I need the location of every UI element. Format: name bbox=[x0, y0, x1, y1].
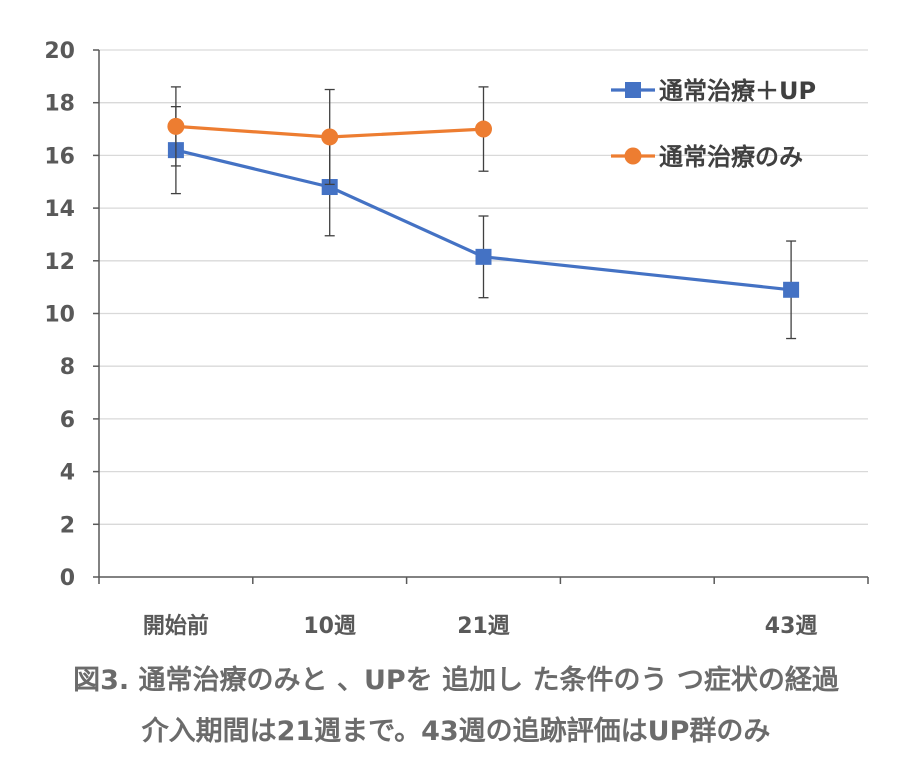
legend-label: 通常治療のみ bbox=[659, 143, 803, 171]
legend-marker-square bbox=[625, 82, 641, 98]
legend-entry-1: 通常治療＋UP bbox=[611, 77, 816, 105]
y-tick-label: 14 bbox=[44, 197, 75, 222]
y-tick-label: 16 bbox=[44, 144, 75, 169]
plot-series bbox=[167, 86, 800, 340]
data-point-square bbox=[321, 179, 338, 196]
y-tick-label: 4 bbox=[60, 461, 75, 486]
y-tick-label: 2 bbox=[60, 513, 75, 538]
data-point-circle bbox=[167, 117, 185, 135]
data-point-square bbox=[475, 248, 492, 265]
x-axis-tick-labels: 開始前 10週 21週 43週 bbox=[143, 613, 818, 639]
y-tick-label: 18 bbox=[44, 92, 75, 117]
figure-caption-line-1: 図3. 通常治療のみと 、UPを 追加し た条件のう つ症状の経過 bbox=[73, 665, 839, 696]
legend-marker-circle bbox=[624, 147, 642, 165]
y-tick-label: 20 bbox=[44, 39, 75, 64]
y-axis-tick-labels: 0 2 4 6 8 10 12 14 16 18 20 bbox=[44, 39, 75, 591]
x-tick-label: 43週 bbox=[765, 614, 818, 639]
y-tick-label: 10 bbox=[44, 303, 75, 328]
legend: 通常治療＋UP 通常治療のみ bbox=[611, 77, 816, 171]
x-tick-label: 開始前 bbox=[143, 613, 209, 639]
axes bbox=[93, 49, 869, 584]
y-tick-label: 0 bbox=[60, 566, 75, 591]
y-tick-label: 6 bbox=[60, 408, 75, 433]
data-point-circle bbox=[475, 120, 492, 138]
figure-caption-line-2: 介入期間は21週まで。43週の追跡評価はUP群のみ bbox=[141, 716, 771, 747]
y-tick-label: 12 bbox=[44, 250, 75, 275]
y-tick-label: 8 bbox=[60, 355, 75, 380]
data-point-circle bbox=[321, 128, 339, 146]
legend-label: 通常治療＋UP bbox=[659, 77, 816, 105]
data-point-square bbox=[783, 281, 800, 298]
x-tick-label: 10週 bbox=[303, 614, 356, 639]
series-line-1 bbox=[175, 148, 792, 292]
x-tick-label: 21週 bbox=[457, 614, 510, 639]
legend-entry-2: 通常治療のみ bbox=[611, 143, 803, 171]
